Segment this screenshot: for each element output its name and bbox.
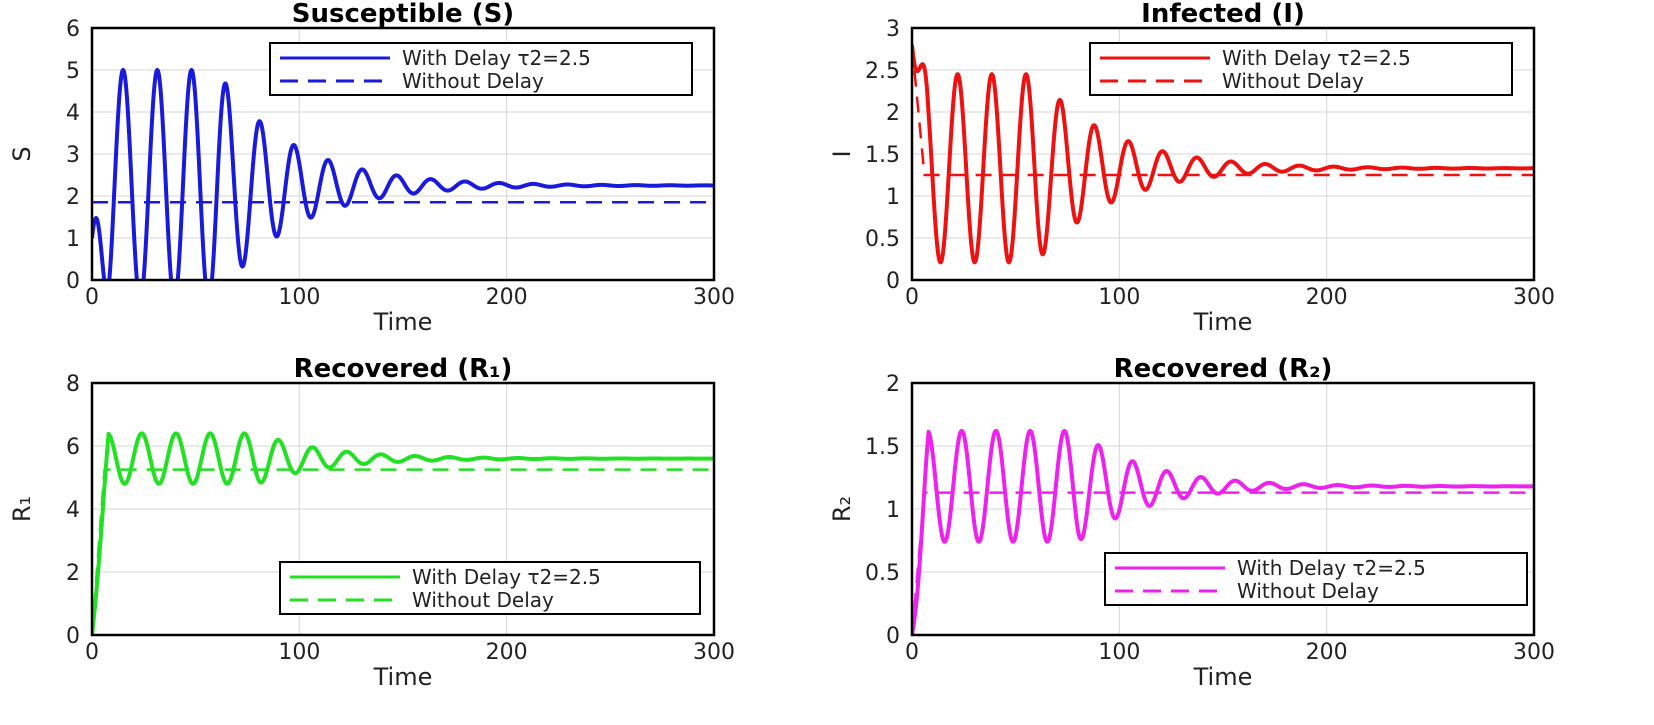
y-tick-label: 0 xyxy=(886,624,900,649)
y-tick-label: 0 xyxy=(66,269,80,294)
x-tick-label: 200 xyxy=(486,640,528,665)
x-tick-label: 0 xyxy=(905,285,919,310)
x-tick-label: 0 xyxy=(85,640,99,665)
x-axis-label: Time xyxy=(1193,308,1253,336)
x-tick-label: 200 xyxy=(486,285,528,310)
y-tick-label: 2 xyxy=(886,372,900,397)
y-axis-label: I xyxy=(828,150,856,157)
chart-panel-1: 0 100 200 300 0 1 2 3 4 5 6 Susceptible (S) Time S Wit… xyxy=(8,0,735,336)
y-tick-label: 1 xyxy=(886,498,900,523)
y-tick-label: 6 xyxy=(66,435,80,460)
x-axis-label: Time xyxy=(373,308,433,336)
legend-box xyxy=(269,42,693,96)
y-tick-label: 3 xyxy=(886,17,900,42)
y-tick-label: 6 xyxy=(66,17,80,42)
chart-panel-4: 0 100 200 300 0 0.5 1 1.5 2 Recovered (R₂) Time R₂ W… xyxy=(828,354,1555,691)
y-tick-label: 0 xyxy=(886,269,900,294)
chart-title: Susceptible (S) xyxy=(292,0,514,29)
y-tick-label: 0.5 xyxy=(865,561,900,586)
axes-frame xyxy=(90,26,716,282)
legend-label: With Delay τ2=2.5 xyxy=(402,46,591,70)
y-axis-label: S xyxy=(8,146,36,161)
legend-label: Without Delay xyxy=(412,588,554,612)
x-tick-label: 100 xyxy=(278,285,320,310)
series-line-with-delay xyxy=(92,431,714,635)
y-tick-label: 1.5 xyxy=(865,143,900,168)
y-tick-label: 3 xyxy=(66,143,80,168)
y-tick-label: 2.5 xyxy=(865,59,900,84)
x-tick-label: 300 xyxy=(693,640,735,665)
x-tick-label: 300 xyxy=(693,285,735,310)
axes-frame xyxy=(910,381,1536,637)
x-tick-label: 100 xyxy=(278,640,320,665)
chart-title: Recovered (R₁) xyxy=(294,354,513,384)
y-tick-label: 0.5 xyxy=(865,227,900,252)
legend-label: With Delay τ2=2.5 xyxy=(1237,556,1426,580)
y-tick-label: 8 xyxy=(66,372,80,397)
legend-box xyxy=(1104,552,1528,606)
chart-panel-2: 0 100 200 300 0 0.5 1 1.5 2 2.5 3 Infected (I) Time I… xyxy=(828,0,1555,336)
x-tick-label: 300 xyxy=(1513,640,1555,665)
legend-box xyxy=(279,561,701,615)
legend-box xyxy=(1089,42,1513,96)
y-tick-label: 2 xyxy=(66,185,80,210)
x-tick-label: 300 xyxy=(1513,285,1555,310)
y-tick-label: 0 xyxy=(66,624,80,649)
legend-label: Without Delay xyxy=(402,69,544,93)
series-line-with-delay xyxy=(92,68,714,280)
axes-frame xyxy=(910,26,1536,282)
x-tick-label: 100 xyxy=(1098,640,1140,665)
y-axis-label: R₂ xyxy=(828,496,856,522)
legend-label: Without Delay xyxy=(1222,69,1364,93)
legend-label: With Delay τ2=2.5 xyxy=(1222,46,1411,70)
x-tick-label: 0 xyxy=(905,640,919,665)
series-line-without-delay xyxy=(912,44,1534,177)
x-axis-label: Time xyxy=(1193,663,1253,691)
x-axis-label: Time xyxy=(373,663,433,691)
x-tick-label: 200 xyxy=(1306,285,1348,310)
y-tick-label: 1 xyxy=(66,227,80,252)
y-tick-label: 4 xyxy=(66,101,80,126)
chart-panel-3: 0 100 200 300 0 2 4 6 8 Recovered (R₁) Time R₁ With … xyxy=(8,354,735,691)
x-tick-label: 0 xyxy=(85,285,99,310)
series-line-with-delay xyxy=(912,428,1534,635)
y-tick-label: 1 xyxy=(886,185,900,210)
series-line-with-delay xyxy=(912,44,1534,265)
y-tick-label: 1.5 xyxy=(865,435,900,460)
axes-frame xyxy=(90,381,716,637)
y-axis-label: R₁ xyxy=(8,496,36,522)
x-tick-label: 100 xyxy=(1098,285,1140,310)
y-tick-label: 2 xyxy=(66,561,80,586)
legend-label: With Delay τ2=2.5 xyxy=(412,565,601,589)
legend-label: Without Delay xyxy=(1237,579,1379,603)
series-line-without-delay xyxy=(912,491,1534,635)
y-tick-label: 4 xyxy=(66,498,80,523)
chart-title: Infected (I) xyxy=(1141,0,1305,29)
y-tick-label: 5 xyxy=(66,59,80,84)
y-tick-label: 2 xyxy=(886,101,900,126)
chart-title: Recovered (R₂) xyxy=(1114,354,1333,384)
x-tick-label: 200 xyxy=(1306,640,1348,665)
